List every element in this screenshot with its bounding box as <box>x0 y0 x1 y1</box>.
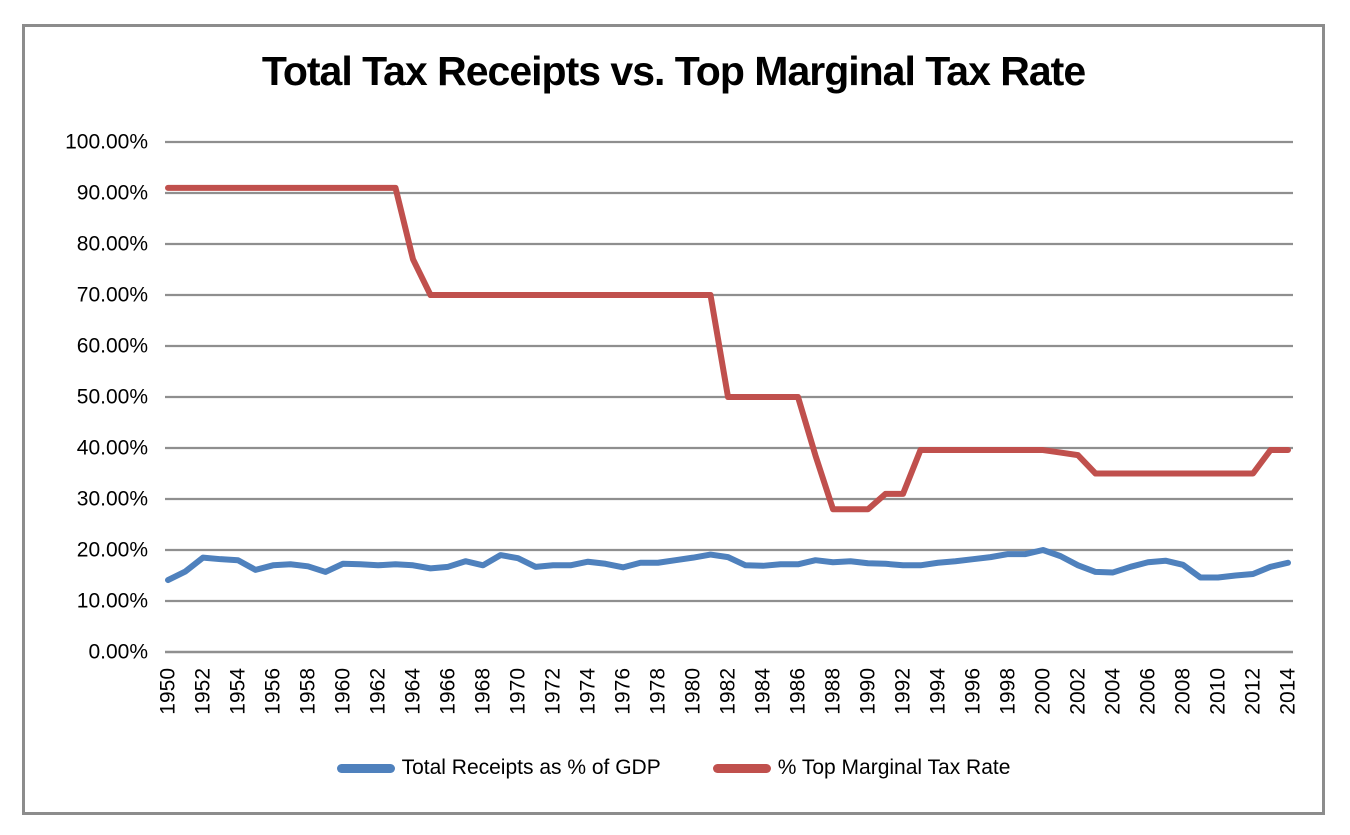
x-tick-label-1982: 1982 <box>717 668 740 715</box>
x-tick-label-1954: 1954 <box>227 668 250 715</box>
x-tick-label-2000: 2000 <box>1032 668 1055 715</box>
legend-swatch-blue-line-icon <box>336 763 395 773</box>
y-tick-label-90: 90.00% <box>77 182 148 205</box>
y-tick-label-60: 60.00% <box>77 335 148 358</box>
x-tick-label-1964: 1964 <box>402 668 425 715</box>
x-tick-label-1988: 1988 <box>822 668 845 715</box>
legend-item-top-marginal-rate: % Top Marginal Tax Rate <box>712 756 1011 780</box>
y-tick-label-40: 40.00% <box>77 437 148 460</box>
y-tick-label-0: 0.00% <box>88 641 148 664</box>
x-tick-label-1998: 1998 <box>997 668 1020 715</box>
x-tick-label-2010: 2010 <box>1207 668 1230 715</box>
x-tick-label-1966: 1966 <box>437 668 460 715</box>
x-tick-label-2014: 2014 <box>1277 668 1300 715</box>
chart-frame <box>22 24 1325 815</box>
y-tick-label-10: 10.00% <box>77 590 148 613</box>
x-tick-label-1958: 1958 <box>297 668 320 715</box>
x-tick-label-1992: 1992 <box>892 668 915 715</box>
x-tick-label-1962: 1962 <box>367 668 390 715</box>
x-tick-label-1986: 1986 <box>787 668 810 715</box>
chart-title: Total Tax Receipts vs. Top Marginal Tax … <box>261 48 1086 94</box>
x-tick-label-2008: 2008 <box>1172 668 1195 715</box>
x-tick-label-2006: 2006 <box>1137 668 1160 715</box>
legend-item-total-receipts: Total Receipts as % of GDP <box>336 756 661 780</box>
x-tick-label-1984: 1984 <box>752 668 775 715</box>
x-tick-label-1974: 1974 <box>577 668 600 715</box>
x-tick-label-1976: 1976 <box>612 668 635 715</box>
x-tick-label-1990: 1990 <box>857 668 880 715</box>
x-tick-label-2002: 2002 <box>1067 668 1090 715</box>
x-tick-label-1956: 1956 <box>262 668 285 715</box>
series-line-total-receipts <box>165 547 1291 584</box>
x-tick-label-1960: 1960 <box>332 668 355 715</box>
x-tick-label-1970: 1970 <box>507 668 530 715</box>
y-tick-label-30: 30.00% <box>77 488 148 511</box>
y-tick-label-70: 70.00% <box>77 284 148 307</box>
y-tick-label-100: 100.00% <box>65 131 148 154</box>
x-tick-label-1978: 1978 <box>647 668 670 715</box>
series-line-top-marginal-rate <box>165 184 1291 513</box>
x-tick-label-1952: 1952 <box>192 668 215 715</box>
legend-label-top-marginal-rate: % Top Marginal Tax Rate <box>777 756 1011 779</box>
legend: Total Receipts as % of GDP % Top Margina… <box>22 756 1325 780</box>
y-tick-label-50: 50.00% <box>77 386 148 409</box>
x-tick-label-1994: 1994 <box>927 668 950 715</box>
x-tick-label-1980: 1980 <box>682 668 705 715</box>
x-tick-label-1950: 1950 <box>157 668 180 715</box>
x-tick-label-2012: 2012 <box>1242 668 1265 715</box>
y-tick-label-80: 80.00% <box>77 233 148 256</box>
legend-swatch-red-line-icon <box>712 763 771 773</box>
x-tick-label-1968: 1968 <box>472 668 495 715</box>
y-tick-label-20: 20.00% <box>77 539 148 562</box>
x-tick-label-2004: 2004 <box>1102 668 1125 715</box>
x-tick-label-1996: 1996 <box>962 668 985 715</box>
x-tick-label-1972: 1972 <box>542 668 565 715</box>
legend-label-total-receipts: Total Receipts as % of GDP <box>401 756 661 779</box>
